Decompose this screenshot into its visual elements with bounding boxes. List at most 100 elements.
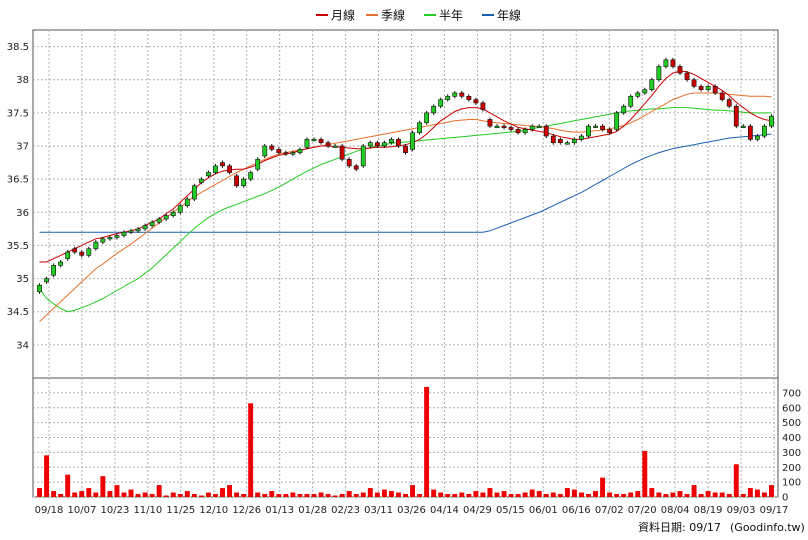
volume-bar xyxy=(593,491,598,497)
candle-body xyxy=(431,105,437,114)
volume-bar xyxy=(557,494,563,497)
candle-body xyxy=(353,165,359,170)
volume-bar xyxy=(740,494,746,497)
candle-body xyxy=(522,129,528,134)
volume-bar xyxy=(733,464,739,497)
candle-body xyxy=(579,135,584,140)
candle-body xyxy=(403,145,408,153)
candle-body xyxy=(515,129,521,134)
candle-body xyxy=(149,221,155,226)
volume-bar xyxy=(198,495,204,497)
volume-bar xyxy=(135,494,141,497)
candle-body xyxy=(621,105,627,114)
candle-body xyxy=(543,125,549,137)
volume-bar xyxy=(508,494,514,497)
candle-body xyxy=(163,215,169,220)
volume-bar xyxy=(452,494,458,497)
candle-body xyxy=(550,135,556,143)
candle-body xyxy=(100,238,106,243)
candle-body xyxy=(121,231,127,236)
candle-body xyxy=(445,95,451,100)
candle-body xyxy=(142,225,148,230)
volume-grid xyxy=(32,377,779,498)
volume-bar xyxy=(438,492,444,497)
candle-body xyxy=(424,112,430,124)
x-tick-label: 10/23 xyxy=(100,505,129,516)
volume-bar xyxy=(410,485,416,497)
volume-bar xyxy=(51,491,57,497)
candle-body xyxy=(769,115,774,127)
x-tick-label: 08/19 xyxy=(694,505,723,516)
date-x-axis: 09/18 10/07 10/23 11/10 11/25 12/10 12/26 01/13… xyxy=(35,505,789,516)
volume-bar xyxy=(480,492,486,497)
footer-source: (Goodinfo.tw) xyxy=(730,521,805,534)
volume-tick-label: 600 xyxy=(782,403,801,414)
candle-body xyxy=(494,125,500,128)
price-tick-label: 36.5 xyxy=(7,175,29,186)
volume-bar xyxy=(72,492,78,497)
volume-bar xyxy=(156,485,162,497)
volume-bar xyxy=(445,494,451,497)
x-tick-label: 02/23 xyxy=(331,505,360,516)
volume-bar xyxy=(283,494,289,497)
x-tick-label: 04/14 xyxy=(430,505,459,516)
volume-bar xyxy=(128,489,134,497)
candle-body xyxy=(670,59,676,67)
x-tick-label: 11/10 xyxy=(133,505,162,516)
volume-bar xyxy=(649,488,655,497)
volume-bar xyxy=(564,488,570,497)
volume-bar xyxy=(381,489,387,497)
candle-body xyxy=(628,95,634,107)
candle-body xyxy=(396,139,401,147)
volume-bar xyxy=(522,492,528,497)
volume-bar xyxy=(691,485,697,497)
volume-bar xyxy=(339,494,345,497)
volume-bar xyxy=(656,492,662,497)
ma-half-line xyxy=(39,107,772,313)
candle-body xyxy=(642,89,648,94)
candle-body xyxy=(754,135,760,140)
x-tick-label: 11/25 xyxy=(166,505,195,516)
volume-bar xyxy=(424,386,430,497)
volume-bar xyxy=(614,494,620,497)
volume-tick-label: 500 xyxy=(782,418,801,429)
candle-body xyxy=(747,125,753,140)
candle-body xyxy=(452,92,458,97)
candle-body xyxy=(367,142,373,147)
candle-body xyxy=(37,284,42,293)
volume-bar xyxy=(311,494,317,497)
volume-bar xyxy=(698,494,704,497)
candle-body xyxy=(649,79,655,90)
volume-bar xyxy=(550,492,556,497)
candle-body xyxy=(184,198,190,206)
volume-bar xyxy=(705,491,711,497)
price-tick-label: 35.5 xyxy=(7,241,29,252)
x-tick-label: 10/07 xyxy=(68,505,97,516)
candle-body xyxy=(325,142,331,147)
candle-body xyxy=(663,59,669,67)
volume-bar xyxy=(621,494,627,497)
volume-y-axis: 0 100 200 300 400 500 600 700 xyxy=(782,388,801,503)
legend-label: 年線 xyxy=(497,8,521,23)
volume-bar xyxy=(346,491,352,497)
candle-body xyxy=(712,86,718,94)
candle-body xyxy=(438,99,444,107)
volume-bar xyxy=(227,485,233,497)
volume-bar xyxy=(367,488,373,497)
volume-bar xyxy=(466,494,472,497)
volume-bar xyxy=(269,491,275,497)
x-tick-label: 09/18 xyxy=(35,505,64,516)
candle-body xyxy=(339,145,345,160)
price-tick-label: 37.5 xyxy=(7,108,29,119)
candle-body xyxy=(381,142,387,147)
volume-bar xyxy=(374,492,380,497)
candle-body xyxy=(501,125,507,128)
volume-bar xyxy=(304,494,310,497)
candle-body xyxy=(297,149,303,153)
candle-body xyxy=(614,112,620,130)
price-tick-label: 36 xyxy=(16,208,29,219)
volume-bar xyxy=(86,488,92,497)
volume-bar xyxy=(543,494,549,497)
volume-bar xyxy=(114,485,120,497)
candle-body xyxy=(304,139,310,148)
